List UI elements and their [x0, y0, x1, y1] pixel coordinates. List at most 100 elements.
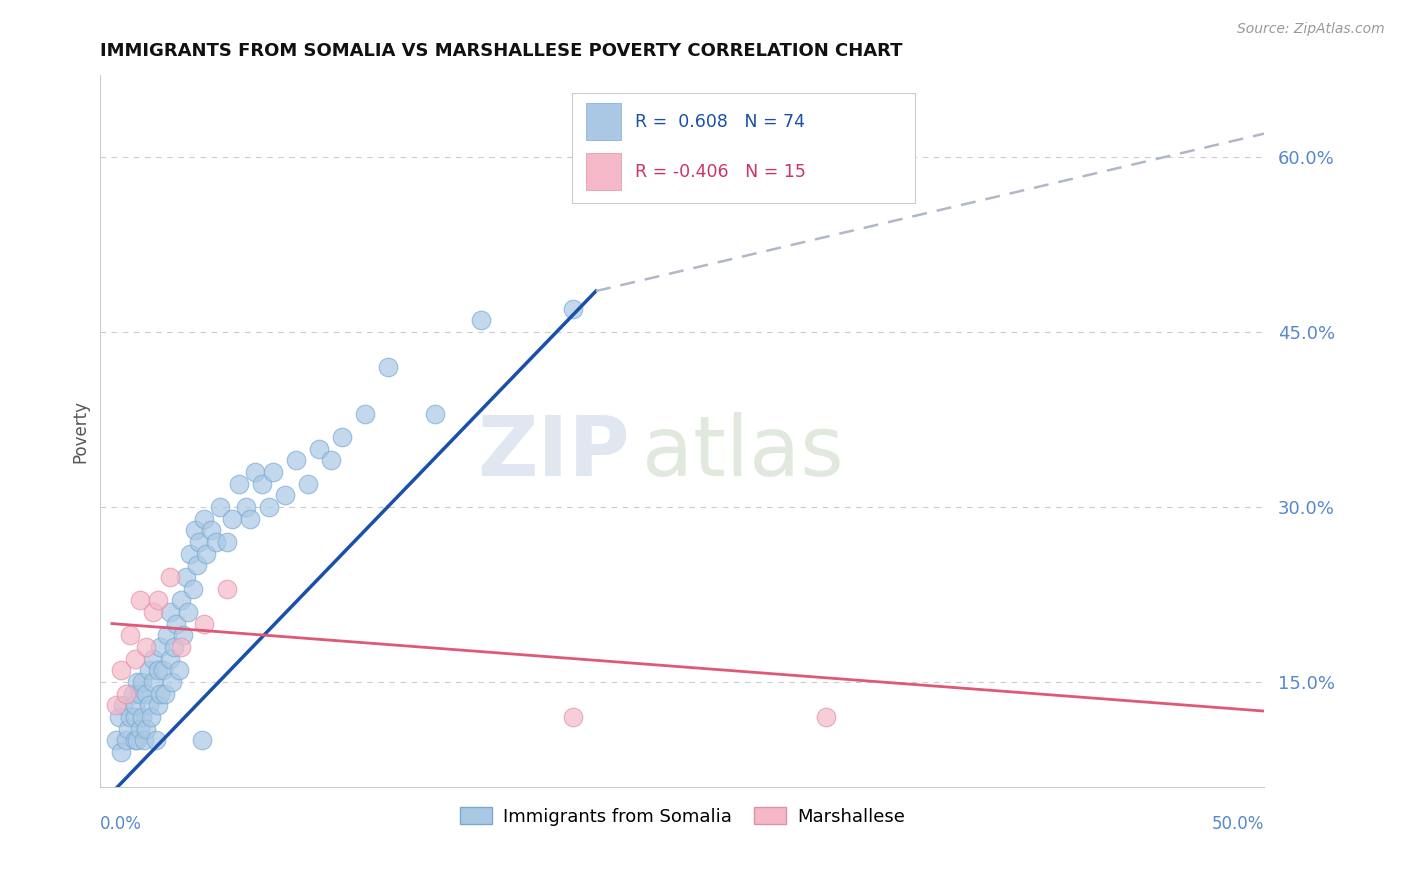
Text: 0.0%: 0.0% — [100, 815, 142, 833]
Point — [221, 511, 243, 525]
FancyBboxPatch shape — [586, 103, 620, 140]
Point — [135, 687, 157, 701]
Point — [193, 511, 215, 525]
Point — [191, 733, 214, 747]
Point — [217, 535, 239, 549]
Point — [308, 442, 330, 456]
Point — [561, 301, 583, 316]
Point — [235, 500, 257, 514]
Point — [319, 453, 342, 467]
Point — [815, 710, 838, 724]
Point — [177, 605, 200, 619]
FancyBboxPatch shape — [586, 153, 620, 190]
Point — [146, 593, 169, 607]
Point — [114, 687, 136, 701]
Point — [131, 674, 153, 689]
FancyBboxPatch shape — [572, 93, 915, 203]
Point — [165, 616, 187, 631]
Point — [204, 535, 226, 549]
Point — [274, 488, 297, 502]
Point — [121, 687, 143, 701]
Point — [142, 651, 165, 665]
Point — [112, 698, 135, 713]
Point — [159, 570, 181, 584]
Point — [127, 733, 149, 747]
Point — [127, 674, 149, 689]
Point — [124, 698, 146, 713]
Point — [170, 593, 193, 607]
Point — [107, 710, 129, 724]
Point — [195, 547, 218, 561]
Point — [377, 359, 399, 374]
Point — [110, 663, 132, 677]
Point — [354, 407, 377, 421]
Point — [124, 733, 146, 747]
Point — [138, 698, 160, 713]
Point — [184, 523, 207, 537]
Point — [332, 430, 354, 444]
Text: R = -0.406   N = 15: R = -0.406 N = 15 — [634, 162, 806, 180]
Point — [135, 640, 157, 654]
Point — [228, 476, 250, 491]
Point — [139, 710, 162, 724]
Point — [149, 687, 172, 701]
Point — [149, 640, 172, 654]
Point — [167, 663, 190, 677]
Point — [145, 733, 167, 747]
Point — [170, 640, 193, 654]
Point — [124, 710, 146, 724]
Point — [257, 500, 280, 514]
Point — [297, 476, 319, 491]
Point — [153, 687, 176, 701]
Point — [243, 465, 266, 479]
Point — [423, 407, 446, 421]
Point — [174, 570, 197, 584]
Y-axis label: Poverty: Poverty — [72, 400, 89, 463]
Point — [128, 593, 150, 607]
Point — [470, 313, 492, 327]
Point — [146, 663, 169, 677]
Legend: Immigrants from Somalia, Marshallese: Immigrants from Somalia, Marshallese — [454, 802, 910, 831]
Text: ZIP: ZIP — [478, 412, 630, 493]
Point — [250, 476, 273, 491]
Point — [160, 674, 183, 689]
Point — [142, 674, 165, 689]
Point — [561, 710, 583, 724]
Point — [172, 628, 194, 642]
Point — [193, 616, 215, 631]
Point — [135, 722, 157, 736]
Point — [152, 663, 174, 677]
Point — [188, 535, 211, 549]
Text: atlas: atlas — [641, 412, 844, 493]
Point — [142, 605, 165, 619]
Point — [179, 547, 201, 561]
Text: IMMIGRANTS FROM SOMALIA VS MARSHALLESE POVERTY CORRELATION CHART: IMMIGRANTS FROM SOMALIA VS MARSHALLESE P… — [100, 42, 903, 60]
Point — [156, 628, 179, 642]
Point — [128, 722, 150, 736]
Text: 50.0%: 50.0% — [1212, 815, 1264, 833]
Point — [117, 722, 139, 736]
Point — [209, 500, 232, 514]
Point — [105, 698, 128, 713]
Point — [159, 651, 181, 665]
Point — [200, 523, 222, 537]
Point — [114, 733, 136, 747]
Text: Source: ZipAtlas.com: Source: ZipAtlas.com — [1237, 22, 1385, 37]
Point — [131, 710, 153, 724]
Point — [128, 687, 150, 701]
Point — [285, 453, 308, 467]
Point — [186, 558, 208, 573]
Point — [239, 511, 262, 525]
Point — [120, 710, 142, 724]
Point — [120, 628, 142, 642]
Text: R =  0.608   N = 74: R = 0.608 N = 74 — [634, 113, 804, 131]
Point — [163, 640, 186, 654]
Point — [124, 651, 146, 665]
Point — [110, 745, 132, 759]
Point — [138, 663, 160, 677]
Point — [181, 582, 204, 596]
Point — [146, 698, 169, 713]
Point — [262, 465, 284, 479]
Point — [159, 605, 181, 619]
Point — [105, 733, 128, 747]
